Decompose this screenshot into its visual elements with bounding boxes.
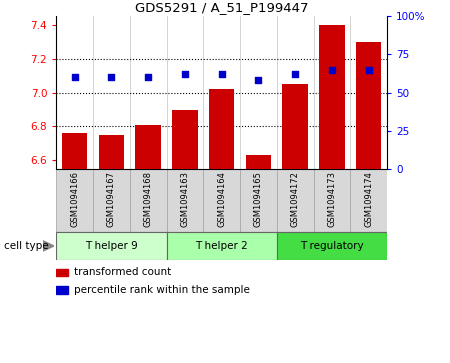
Bar [99, 135, 124, 169]
Bar [282, 84, 308, 169]
Text: cell type: cell type [4, 241, 49, 251]
Text: GSM1094168: GSM1094168 [144, 171, 153, 227]
Point [292, 72, 299, 77]
Point [108, 74, 115, 80]
Bar [56, 269, 68, 276]
Bar [350, 169, 387, 232]
Bar [277, 169, 314, 232]
Bar [203, 169, 240, 232]
Text: GSM1094164: GSM1094164 [217, 171, 226, 227]
Title: GDS5291 / A_51_P199447: GDS5291 / A_51_P199447 [135, 1, 308, 14]
Text: GSM1094174: GSM1094174 [364, 171, 373, 227]
Bar [166, 232, 277, 260]
Bar [277, 232, 387, 260]
Bar [246, 155, 271, 169]
Bar [56, 169, 93, 232]
Point [255, 77, 262, 83]
Bar [356, 42, 382, 169]
Bar [166, 169, 203, 232]
Point [328, 67, 336, 73]
Bar [56, 286, 68, 294]
Text: T helper 2: T helper 2 [195, 241, 248, 251]
Text: percentile rank within the sample: percentile rank within the sample [74, 285, 250, 295]
Point [71, 74, 78, 80]
Text: GSM1094173: GSM1094173 [328, 171, 337, 227]
Text: GSM1094172: GSM1094172 [291, 171, 300, 227]
Bar [93, 169, 130, 232]
Bar [172, 110, 198, 169]
Bar [314, 169, 350, 232]
Bar [209, 89, 234, 169]
Bar [135, 125, 161, 169]
Polygon shape [43, 241, 54, 251]
Text: T helper 9: T helper 9 [85, 241, 138, 251]
Text: T regulatory: T regulatory [300, 241, 364, 251]
Text: GSM1094167: GSM1094167 [107, 171, 116, 227]
Bar [130, 169, 166, 232]
Text: GSM1094166: GSM1094166 [70, 171, 79, 227]
Point [144, 74, 152, 80]
Point [218, 72, 225, 77]
Point [365, 67, 372, 73]
Bar [62, 133, 87, 169]
Bar [319, 25, 345, 169]
Bar [240, 169, 277, 232]
Text: GSM1094163: GSM1094163 [180, 171, 189, 227]
Text: GSM1094165: GSM1094165 [254, 171, 263, 227]
Bar [56, 232, 166, 260]
Text: transformed count: transformed count [74, 268, 172, 277]
Point [181, 72, 189, 77]
